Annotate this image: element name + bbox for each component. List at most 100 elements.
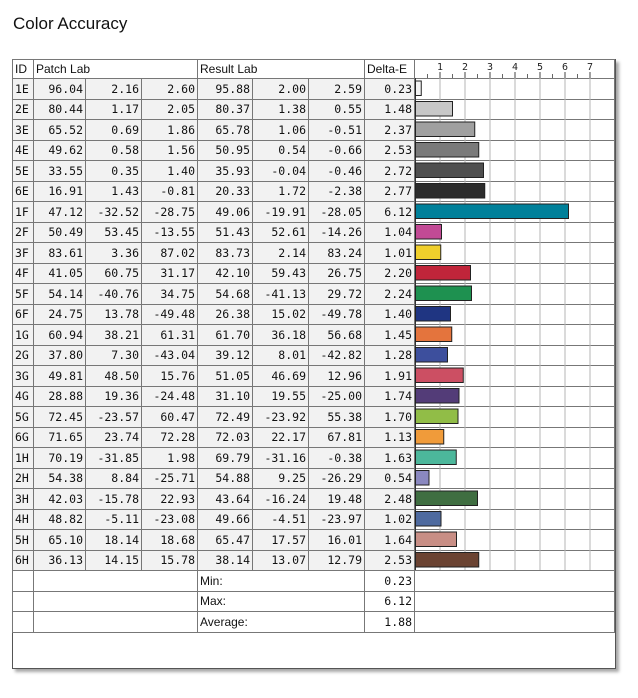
patch-b: -23.08 [141,508,198,530]
delta-e-value: 2.24 [364,283,415,305]
row-id: 5F [12,283,34,305]
patch-b: -13.55 [141,221,198,243]
patch-a: 3.36 [85,242,142,264]
summary-row: Max: 6.12 [12,590,615,612]
result-b: 67.81 [308,426,365,448]
bar-6G [415,429,445,445]
result-a: -19.91 [252,201,309,223]
delta-e-value: 1.74 [364,385,415,407]
patch-l: 60.94 [33,324,86,346]
delta-e-value: 2.37 [364,119,415,141]
patch-a: 1.17 [85,98,142,120]
result-b: 0.55 [308,98,365,120]
result-l: 65.78 [197,119,253,141]
result-a: 13.07 [252,549,309,571]
result-a: -0.04 [252,160,309,182]
patch-a: -31.85 [85,447,142,469]
x-tick-label: 5 [537,62,543,73]
result-l: 43.64 [197,488,253,510]
summary-label: Average: [197,611,365,633]
result-b: -0.51 [308,119,365,141]
patch-b: 1.98 [141,447,198,469]
delta-e-value: 2.53 [364,139,415,161]
result-a: 2.14 [252,242,309,264]
result-l: 49.66 [197,508,253,530]
result-l: 83.73 [197,242,253,264]
row-id: 4F [12,262,34,284]
header-result-lab: Result Lab [197,59,365,79]
delta-e-value: 1.70 [364,406,415,428]
patch-l: 48.82 [33,508,86,530]
result-b: 56.68 [308,324,365,346]
patch-b: -49.48 [141,303,198,325]
patch-a: -23.57 [85,406,142,428]
result-b: -42.82 [308,344,365,366]
result-b: 12.96 [308,365,365,387]
summary-value: 1.88 [364,611,415,633]
result-l: 20.33 [197,180,253,202]
bar-6F [415,306,451,322]
patch-l: 65.10 [33,529,86,551]
delta-e-value: 1.91 [364,365,415,387]
patch-b: 1.56 [141,139,198,161]
result-b: -26.29 [308,467,365,489]
result-l: 39.12 [197,344,253,366]
result-a: 15.02 [252,303,309,325]
result-a: -41.13 [252,283,309,305]
summary-label: Max: [197,590,365,612]
patch-l: 50.49 [33,221,86,243]
patch-a: 48.50 [85,365,142,387]
result-b: -0.46 [308,160,365,182]
bar-3H [415,490,478,506]
row-id: 2G [12,344,34,366]
bar-1G [415,326,453,342]
result-l: 49.06 [197,201,253,223]
patch-b: 1.40 [141,160,198,182]
patch-l: 49.81 [33,365,86,387]
bar-6H [415,552,480,568]
patch-b: 31.17 [141,262,198,284]
color-accuracy-table: ID Patch Lab Result Lab Delta-E 1E 96.04 2… [12,59,615,633]
result-b: -0.38 [308,447,365,469]
row-id: 4G [12,385,34,407]
result-b: -28.05 [308,201,365,223]
x-tick-label: 2 [462,62,468,73]
delta-e-value: 1.13 [364,426,415,448]
row-id: 6E [12,180,34,202]
patch-a: -5.11 [85,508,142,530]
patch-a: 8.84 [85,467,142,489]
patch-b: 34.75 [141,283,198,305]
result-b: -2.38 [308,180,365,202]
result-l: 51.43 [197,221,253,243]
patch-l: 54.38 [33,467,86,489]
patch-l: 16.91 [33,180,86,202]
table-row: 4H 48.82 -5.11 -23.08 49.66 -4.51 -23.97 1.02 [12,508,615,530]
table-row: 5G 72.45 -23.57 60.47 72.49 -23.92 55.38 1.70 [12,406,615,428]
bar-1F [415,203,569,219]
result-l: 54.88 [197,467,253,489]
bar-4F [415,265,471,281]
delta-e-value: 1.01 [364,242,415,264]
patch-a: 0.35 [85,160,142,182]
delta-e-value: 2.77 [364,180,415,202]
patch-b: 1.86 [141,119,198,141]
patch-b: -28.75 [141,201,198,223]
table-row: 3F 83.61 3.36 87.02 83.73 2.14 83.24 1.01 [12,242,615,264]
summary-blank [33,570,198,592]
bar-4H [415,511,442,527]
row-id: 4H [12,508,34,530]
table-row: 1F 47.12 -32.52 -28.75 49.06 -19.91 -28.05 6.12 [12,201,615,223]
row-id: 4E [12,139,34,161]
delta-e-value: 1.64 [364,529,415,551]
result-a: 8.01 [252,344,309,366]
summary-blank [33,590,198,612]
result-l: 65.47 [197,529,253,551]
patch-b: 15.78 [141,549,198,571]
patch-a: 13.78 [85,303,142,325]
result-l: 95.88 [197,78,253,100]
summary-blank [12,590,34,612]
bar-5H [415,531,457,547]
patch-l: 49.62 [33,139,86,161]
patch-b: 15.76 [141,365,198,387]
result-b: -49.78 [308,303,365,325]
